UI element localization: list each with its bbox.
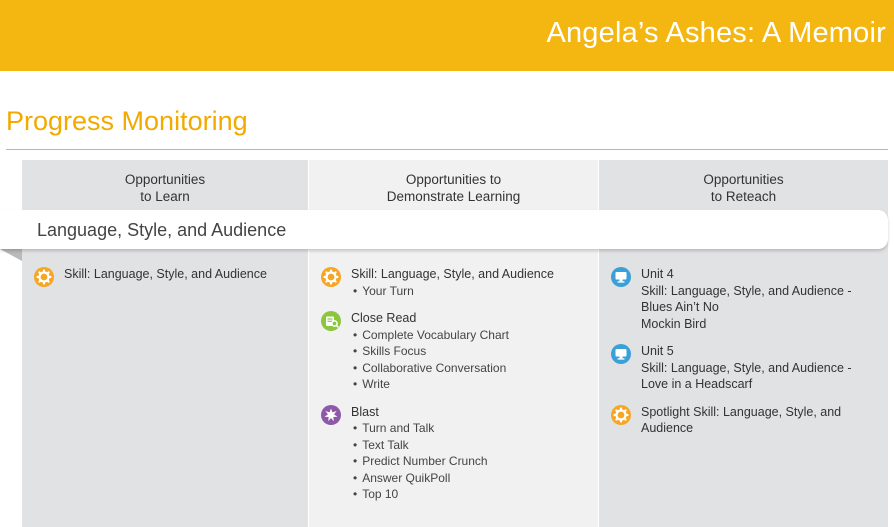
entry-line: Audience (641, 421, 694, 435)
list-item[interactable]: Collaborative Conversation (353, 360, 592, 377)
gear-icon (611, 404, 631, 425)
entry-line: Love in a Headscarf (641, 377, 753, 391)
column-heading: Opportunities to Reteach (599, 171, 888, 205)
column-heading: Opportunities to Learn (22, 171, 308, 205)
entry-title: Close Read (351, 311, 417, 325)
entry-title: Unit 5 (641, 344, 674, 358)
section-title: Progress Monitoring (6, 106, 248, 136)
bullet-list: Your Turn (351, 283, 592, 300)
list-item[interactable]: Skills Focus (353, 343, 592, 360)
column-heading-line: Opportunities to (405, 172, 502, 187)
list-item[interactable]: Complete Vocabulary Chart (353, 327, 592, 344)
close-read-icon (321, 311, 341, 331)
entry-line: Skill: Language, Style, and Audience - (641, 360, 852, 375)
entry-line: Mockin Bird (641, 316, 707, 331)
list-item[interactable]: Top 10 (353, 486, 592, 503)
entry-line: Skill: Language, Style, and Audience - (641, 283, 852, 298)
header-band: Angela’s Ashes: A Memoir (0, 0, 894, 71)
gear-icon (34, 267, 54, 287)
list-item[interactable]: Predict Number Crunch (353, 453, 592, 470)
entry-title: Unit 4 (641, 267, 674, 281)
entry-title: Spotlight Skill: Language, Style, and (641, 404, 842, 419)
reteach-entry-spotlight[interactable]: Spotlight Skill: Language, Style, and Au… (611, 404, 882, 437)
column-heading-line: Demonstrate Learning (386, 189, 521, 204)
entry-title: Skill: Language, Style, and Audience (351, 267, 554, 281)
section-divider (6, 149, 888, 150)
demonstrate-entry-blast[interactable]: Blast Turn and Talk Text Talk Predict Nu… (321, 404, 592, 503)
list-item[interactable]: Text Talk (353, 437, 592, 454)
monitor-icon (611, 267, 631, 287)
list-item[interactable]: Write (353, 376, 592, 393)
entry-title: Blast (351, 404, 379, 419)
column-heading-line: Opportunities (703, 172, 784, 187)
gear-icon (321, 267, 341, 287)
bullet-list: Turn and Talk Text Talk Predict Number C… (351, 420, 592, 503)
list-item[interactable]: Your Turn (353, 283, 592, 300)
column-heading-line: Opportunities (124, 172, 206, 187)
monitor-icon (611, 344, 631, 364)
entry-line: Blues Ain’t No (641, 300, 719, 314)
list-item[interactable]: Answer QuikPoll (353, 470, 592, 487)
row-ribbon: Language, Style, and Audience (0, 210, 888, 249)
entry-title: Skill: Language, Style, and Audience (64, 267, 267, 281)
reteach-entry-unit-4[interactable]: Unit 4 Skill: Language, Style, and Audie… (611, 266, 882, 332)
row-label: Language, Style, and Audience (37, 220, 287, 240)
column-heading: Opportunities to Demonstrate Learning (309, 171, 598, 205)
demonstrate-entry-skill[interactable]: Skill: Language, Style, and Audience You… (321, 266, 592, 299)
reteach-entry-unit-5[interactable]: Unit 5 Skill: Language, Style, and Audie… (611, 343, 882, 393)
blast-icon (321, 404, 341, 425)
book-title: Angela’s Ashes: A Memoir (546, 17, 886, 49)
demonstrate-entry-close-read[interactable]: Close Read Complete Vocabulary Chart Ski… (321, 310, 592, 393)
column-heading-line: to Reteach (710, 189, 777, 204)
ribbon-fold (0, 249, 22, 261)
learn-entry[interactable]: Skill: Language, Style, and Audience (34, 266, 302, 287)
list-item[interactable]: Turn and Talk (353, 420, 592, 437)
bullet-list: Complete Vocabulary Chart Skills Focus C… (351, 327, 592, 393)
column-heading-line: to Learn (140, 189, 190, 204)
